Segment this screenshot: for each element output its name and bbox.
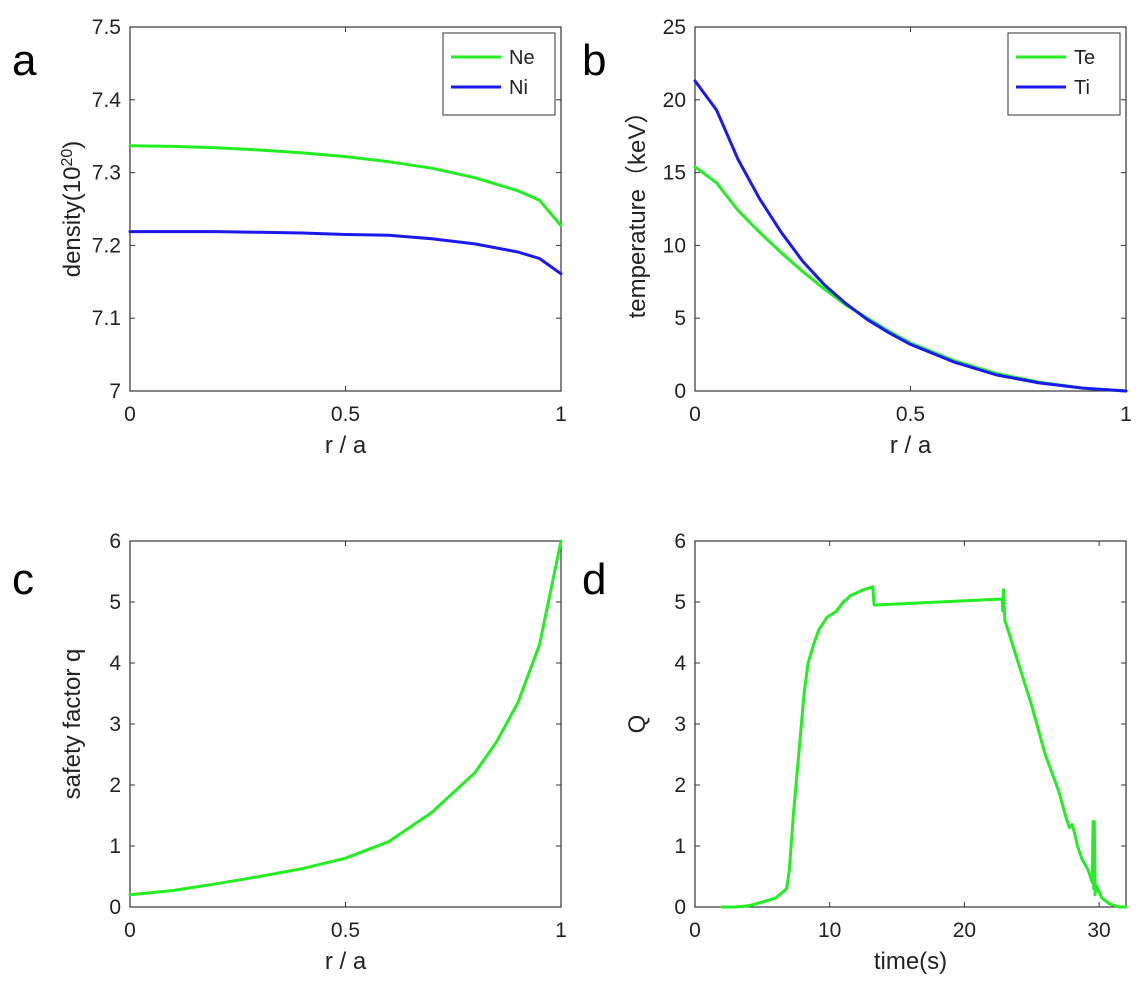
x-axis-label: r / a <box>325 948 367 975</box>
y-axis-label: density(1020) <box>59 141 87 278</box>
x-tick-label: 0 <box>689 403 701 426</box>
panel-c: c 0 0.5 1 0 1 2 3 4 5 6 r / a safety factor q <box>12 530 567 975</box>
y-tick-label: 6 <box>109 530 121 553</box>
y-tick-label: 6 <box>674 530 686 553</box>
y-tick-label: 7.3 <box>92 162 121 185</box>
legend-label: Ni <box>509 77 528 99</box>
y-axis-label: Q <box>624 715 651 734</box>
y-tick-label: 5 <box>674 307 686 330</box>
legend-label: Ne <box>509 47 535 69</box>
y-tick-label: 7.1 <box>92 307 121 330</box>
y-tick-label: 10 <box>663 234 686 257</box>
y-tick-label: 3 <box>109 713 121 736</box>
x-tick-label: 30 <box>1087 919 1110 942</box>
series-line-ne <box>128 144 563 228</box>
x-tick-label: 20 <box>953 919 976 942</box>
x-tick-label: 0 <box>124 403 136 426</box>
legend-box <box>1007 32 1121 116</box>
y-tick-label: 0 <box>674 380 686 403</box>
series-line-ti <box>693 79 1128 393</box>
y-tick-label: 0 <box>109 896 121 919</box>
legend-label: Ti <box>1074 77 1090 99</box>
y-tick-label: 7.5 <box>92 16 121 39</box>
series-line-0 <box>720 585 1128 909</box>
x-axis-label: r / a <box>890 432 932 459</box>
y-tick-label: 2 <box>109 774 121 797</box>
y-tick-label: 2 <box>674 774 686 797</box>
y-axis-label: safety factor q <box>59 649 86 800</box>
x-tick-label: 0.5 <box>331 403 360 426</box>
series-line-ni <box>128 230 563 276</box>
y-tick-label: 3 <box>674 713 686 736</box>
x-axis-label: r / a <box>325 432 367 459</box>
y-tick-label: 7.2 <box>92 234 121 257</box>
y-tick-label: 15 <box>663 162 686 185</box>
y-tick-label: 5 <box>674 591 686 614</box>
panel-letter: a <box>12 36 37 85</box>
y-tick-label: 7 <box>109 380 121 403</box>
x-tick-label: 1 <box>555 403 567 426</box>
panel-a: a 0 0.5 1 7 7.1 7.2 7.3 7.4 7.5 r / a density(1020)… <box>12 16 567 459</box>
x-tick-label: 0 <box>689 919 701 942</box>
y-tick-label: 5 <box>109 591 121 614</box>
panel-letter: c <box>12 555 34 604</box>
y-tick-label: 20 <box>663 89 686 112</box>
y-axis-label: temperature（keV） <box>624 100 651 319</box>
plot-frame <box>694 540 1127 908</box>
x-tick-label: 1 <box>555 919 567 942</box>
legend-label: Te <box>1074 47 1095 69</box>
series-line-0 <box>128 539 563 897</box>
x-tick-label: 0.5 <box>896 403 925 426</box>
legend: Te Ti <box>1007 32 1121 116</box>
legend-box <box>442 32 556 116</box>
panel-d: d 0 10 20 30 0 1 2 3 4 5 6 time(s) Q <box>582 530 1128 975</box>
panel-letter: b <box>582 36 606 85</box>
y-tick-label: 4 <box>109 652 121 675</box>
y-tick-label: 1 <box>109 835 121 858</box>
y-tick-label: 4 <box>674 652 686 675</box>
legend: Ne Ni <box>442 32 556 116</box>
x-tick-label: 10 <box>818 919 841 942</box>
y-tick-label: 7.4 <box>92 89 122 112</box>
x-tick-label: 1 <box>1120 403 1132 426</box>
y-tick-label: 25 <box>663 16 686 39</box>
y-tick-label: 1 <box>674 835 686 858</box>
x-tick-label: 0.5 <box>331 919 360 942</box>
panel-letter: d <box>582 555 606 604</box>
x-tick-label: 0 <box>124 919 136 942</box>
y-tick-label: 0 <box>674 896 686 919</box>
x-axis-label: time(s) <box>874 948 947 975</box>
plot-frame <box>129 540 562 908</box>
